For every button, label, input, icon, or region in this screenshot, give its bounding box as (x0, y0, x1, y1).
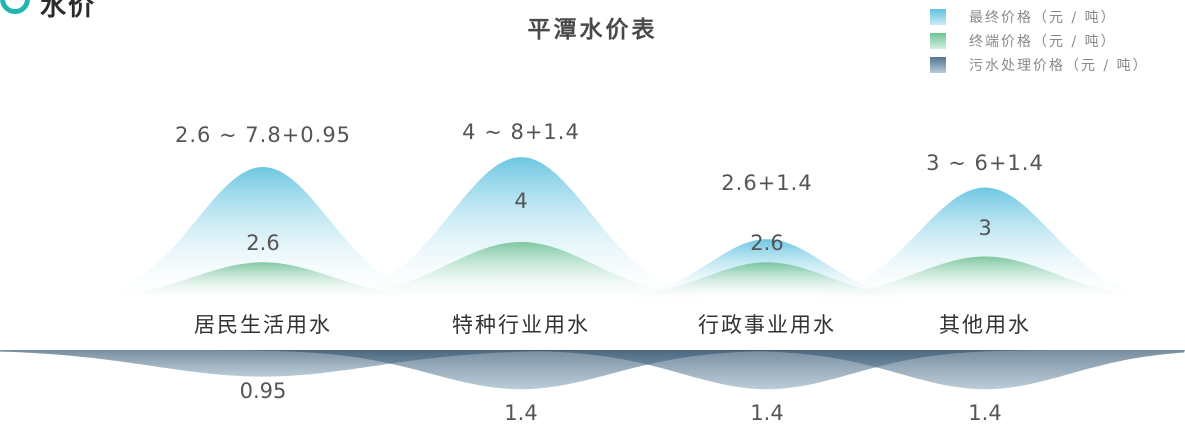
final-price-label: 3 ~ 6+1.4 (926, 151, 1044, 175)
legend-label-final: 最终价格（元 / 吨） (969, 10, 1117, 26)
terminal-price-peak (0, 256, 1185, 300)
final-price-label: 4 ~ 8+1.4 (462, 120, 580, 144)
legend-swatch-terminal (930, 33, 946, 49)
category-label: 居民生活用水 (194, 313, 332, 337)
legend-item-sewage: 污水处理价格（元 / 吨） (930, 54, 1149, 76)
legend-label-sewage: 污水处理价格（元 / 吨） (969, 58, 1149, 74)
chart-title: 平潭水价表 (527, 17, 658, 43)
legend-item-final: 最终价格（元 / 吨） (930, 6, 1149, 28)
terminal-price-peak (0, 242, 1185, 300)
sewage-price-label: 1.4 (504, 401, 537, 425)
terminal-price-label: 4 (514, 189, 527, 213)
category-label: 特种行业用水 (452, 313, 590, 337)
category-label: 其他用水 (939, 313, 1031, 337)
legend-swatch-final (930, 9, 946, 25)
sewage-price-trough (0, 350, 1185, 390)
terminal-price-label: 2.6 (246, 231, 279, 255)
logo-text: 水价 (40, 0, 97, 22)
final-price-label: 2.6 ~ 7.8+0.95 (175, 123, 351, 147)
legend-label-terminal: 终端价格（元 / 吨） (969, 34, 1117, 50)
final-price-peak (0, 157, 1185, 300)
sewage-price-trough (0, 350, 1185, 377)
terminal-price-peak (0, 262, 1185, 300)
sewage-price-label: 0.95 (240, 379, 287, 403)
sewage-price-label: 1.4 (750, 401, 783, 425)
sewage-price-label: 1.4 (968, 401, 1001, 425)
terminal-price-label: 2.6 (750, 231, 783, 255)
legend-item-terminal: 终端价格（元 / 吨） (930, 30, 1149, 52)
final-price-peak (0, 187, 1185, 300)
legend-swatch-sewage (930, 57, 946, 73)
category-label: 行政事业用水 (698, 313, 836, 337)
final-price-label: 2.6+1.4 (721, 171, 812, 195)
logo-icon (0, 0, 30, 14)
terminal-price-label: 3 (978, 216, 991, 240)
sewage-price-trough (0, 350, 1185, 390)
legend: 最终价格（元 / 吨） 终端价格（元 / 吨） 污水处理价格（元 / 吨） (930, 6, 1149, 78)
